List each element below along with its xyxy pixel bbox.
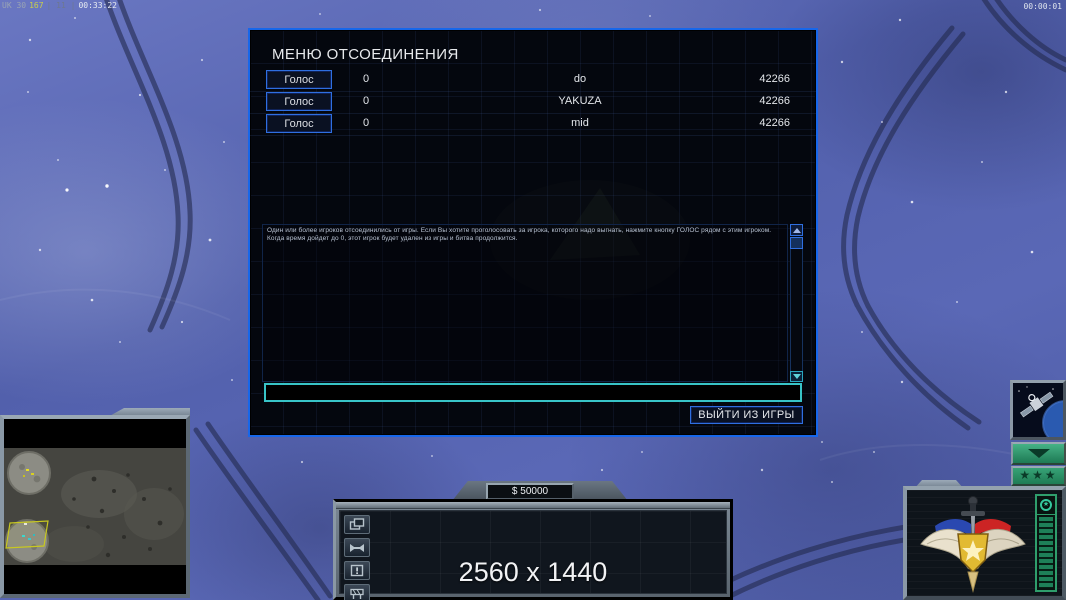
arrow-up-icon <box>792 227 801 233</box>
vote-button[interactable]: Голос <box>266 92 332 111</box>
player-row: Голос 0 do 42266 <box>250 69 816 92</box>
vote-button[interactable]: Голос <box>266 70 332 89</box>
debug-fps-text: 167 <box>29 1 44 10</box>
tools-button[interactable] <box>344 538 370 557</box>
arrow-down-icon <box>792 374 801 379</box>
vote-count: 0 <box>362 73 370 85</box>
experience-bar: ★ <box>1035 494 1057 592</box>
debug-readout: UK 30 167 | 11 | 00:33:22 <box>2 1 120 10</box>
scroll-down-button[interactable] <box>790 371 803 382</box>
resolution-overlay-text: 2560 x 1440 <box>458 557 608 587</box>
player-name: do <box>573 73 587 85</box>
general-panel-tab <box>914 480 964 489</box>
timeout-value: 42266 <box>759 95 790 107</box>
rank-star-emblem: ★ <box>1037 496 1055 515</box>
barrier-icon <box>350 588 364 599</box>
general-panel: ★ <box>903 486 1066 600</box>
scroll-thumb[interactable] <box>790 237 803 249</box>
faction-emblem <box>920 496 1026 593</box>
wrench-icon <box>350 543 364 552</box>
scroll-track[interactable] <box>790 249 803 371</box>
chevron-down-icon <box>1027 449 1050 458</box>
select-all-windows-button[interactable] <box>344 515 370 534</box>
player-name: mid <box>571 117 589 129</box>
general-rank-stars[interactable]: ★★★ <box>1011 466 1066 486</box>
minimap-frame-tab <box>106 408 190 418</box>
minimap[interactable] <box>0 415 190 598</box>
timeout-value: 42266 <box>759 117 790 129</box>
exit-game-button[interactable]: ВЫЙТИ ИЗ ИГРЫ <box>690 406 803 424</box>
experience-segments <box>1039 517 1053 588</box>
scroll-up-button[interactable] <box>790 224 803 236</box>
vote-button[interactable]: Голос <box>266 114 332 133</box>
disconnect-info-text: Один или более игроков отсоединились от … <box>267 227 772 242</box>
star-in-circle-icon: ★ <box>1040 499 1052 511</box>
exclamation-icon <box>350 564 364 577</box>
debug-left-text: UK 30 <box>2 1 27 10</box>
collapse-panel-button[interactable] <box>1011 442 1066 465</box>
barrier-button[interactable] <box>344 584 370 600</box>
command-bar-grid: 2560 x 1440 <box>339 510 727 600</box>
debug-mid-text: | 11 | <box>46 1 76 10</box>
stacked-windows-icon <box>349 518 365 530</box>
command-bar-bevel <box>336 502 730 509</box>
player-name: YAKUZA <box>558 95 602 107</box>
satellite-icon <box>1013 383 1066 446</box>
match-timer: 00:00:01 <box>1023 2 1062 11</box>
minimap-terrain <box>4 419 186 594</box>
general-panel-inner: ★ <box>907 490 1062 596</box>
minimap-view[interactable] <box>4 419 186 594</box>
chat-input[interactable] <box>264 383 802 402</box>
dialog-title: МЕНЮ ОТСОЕДИНЕНИЯ <box>272 46 459 63</box>
player-row: Голос 0 YAKUZA 42266 <box>250 91 816 114</box>
alert-button[interactable] <box>344 561 370 580</box>
money-display: $ 50000 <box>486 483 574 500</box>
vote-count: 0 <box>362 95 370 107</box>
satellite-ability-panel[interactable] <box>1010 380 1066 446</box>
minimap-unit-dots <box>22 469 35 540</box>
vote-count: 0 <box>362 117 370 129</box>
player-row: Голос 0 mid 42266 <box>250 113 816 136</box>
command-bar: 2560 x 1440 <box>333 499 733 600</box>
timeout-value: 42266 <box>759 73 790 85</box>
disconnect-menu-dialog: МЕНЮ ОТСОЕДИНЕНИЯ Голос 0 do 42266 Голос… <box>248 28 818 437</box>
debug-clock-text: 00:33:22 <box>78 1 117 10</box>
info-scrollbar <box>790 224 803 382</box>
disconnect-info-box: Один или более игроков отсоединились от … <box>262 224 788 382</box>
camera-frustum <box>5 520 49 549</box>
